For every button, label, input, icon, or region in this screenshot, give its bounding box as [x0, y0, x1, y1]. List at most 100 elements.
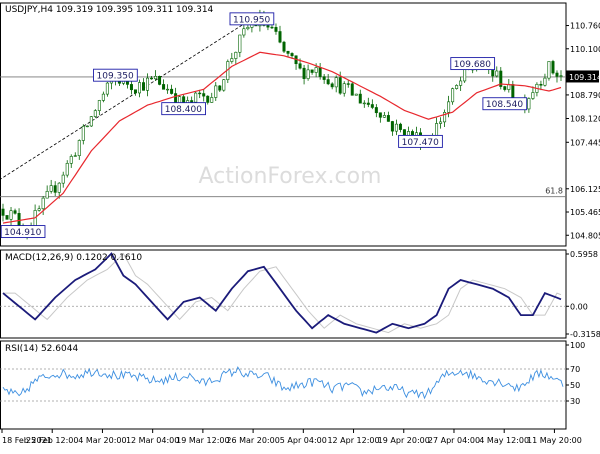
candle-body — [69, 156, 73, 164]
candle-body — [527, 98, 531, 110]
candle-body — [326, 79, 330, 85]
candle-body — [97, 100, 101, 111]
candle-body — [190, 100, 194, 103]
candle-body — [137, 82, 141, 94]
candle-body — [142, 82, 146, 91]
candle-body — [133, 89, 137, 94]
candle-body — [443, 112, 447, 123]
candle-body — [459, 80, 463, 86]
rsi-title: RSI(14) 52.6044 — [5, 344, 78, 354]
candle-body — [214, 85, 218, 98]
candle-body — [9, 210, 13, 220]
price-annotation-label: 108.540 — [486, 100, 523, 110]
candle-body — [282, 41, 286, 52]
candle-body — [246, 27, 250, 30]
price-tick-label: 104.805 — [570, 231, 600, 240]
x-tick-label: 4 May 12:00 — [479, 436, 529, 445]
candle-body — [162, 84, 166, 90]
candle-body — [358, 93, 362, 104]
candle-body — [286, 50, 290, 54]
price-annotation-box — [161, 102, 206, 116]
candle-body — [129, 84, 133, 91]
candle-body — [218, 85, 222, 91]
candle-body — [101, 93, 105, 101]
trend-line — [0, 18, 253, 180]
candle-body — [318, 67, 322, 77]
price-annotation-box — [398, 134, 443, 148]
macd-signal-line — [3, 252, 562, 334]
price-annotation-label: 109.680 — [454, 60, 491, 70]
candle-body — [13, 210, 17, 214]
candle-body — [1, 208, 5, 216]
x-tick-label: 12 Apr 12:00 — [327, 436, 379, 445]
fib-label: 61.8 — [545, 187, 563, 196]
price-tick-label: 107.445 — [570, 138, 600, 147]
macd-title: MACD(12,26,9) 0.1202 0.1610 — [5, 253, 142, 263]
x-tick-label: 18 Feb 2021 — [2, 436, 52, 445]
candle-body — [314, 67, 318, 73]
candle-body — [398, 123, 402, 130]
x-tick-label: 19 Mar 12:00 — [176, 436, 229, 445]
candle-body — [242, 28, 246, 36]
candle-body — [85, 125, 89, 128]
candle-body — [266, 25, 270, 28]
price-tick-label: 105.465 — [570, 208, 600, 217]
price-tick-label: 106.125 — [570, 185, 600, 194]
candle-body — [362, 102, 366, 105]
price-tick-label: 108.120 — [570, 115, 600, 124]
candle-body — [73, 155, 77, 157]
macd-line — [2, 252, 562, 334]
candle-body — [334, 77, 338, 88]
rsi-tick-label: 100 — [570, 341, 585, 350]
candle-body — [447, 101, 451, 113]
price-tick-label: 110.760 — [570, 22, 600, 31]
candle-body — [338, 77, 342, 94]
candle-body — [49, 185, 53, 192]
price-annotation-box — [0, 225, 46, 239]
candle-body — [57, 182, 61, 193]
price-annotation-box — [450, 57, 496, 71]
candle-body — [298, 63, 302, 69]
candle-body — [342, 83, 346, 94]
candle-body — [531, 92, 535, 99]
candle-body — [81, 125, 85, 141]
candle-body — [302, 67, 306, 79]
candle-body — [210, 97, 214, 103]
candle-body — [77, 140, 81, 156]
watermark: ActionForex.com — [199, 164, 382, 189]
rsi-line — [2, 366, 564, 400]
rsi-tick-label: 70 — [570, 365, 580, 374]
candle-body — [65, 163, 69, 176]
candle-body — [202, 93, 206, 97]
candle-body — [499, 70, 503, 87]
candle-body — [366, 102, 370, 105]
macd-tick-label: 0.5958 — [570, 250, 598, 259]
candle-body — [378, 112, 382, 118]
candle-body — [330, 83, 334, 88]
candle-body — [45, 191, 49, 199]
macd-tick-label: 0.00 — [570, 302, 588, 311]
symbol-title: USDJPY,H4 109.319 109.395 109.311 109.31… — [5, 5, 214, 15]
candle-body — [270, 26, 274, 29]
price-annotation-label: 110.950 — [233, 15, 270, 25]
candle-body — [390, 121, 394, 132]
candle-body — [346, 83, 350, 85]
candle-body — [306, 69, 310, 79]
candle-body — [222, 79, 226, 91]
price-annotation-label: 109.350 — [97, 72, 134, 82]
rsi-tick-label: 30 — [570, 397, 580, 406]
price-frame — [0, 2, 567, 247]
candle-body — [394, 123, 398, 132]
candle-body — [198, 92, 202, 95]
candle-body — [322, 76, 326, 80]
price-annotation-box — [482, 97, 528, 111]
candle-body — [154, 75, 158, 80]
candle-body — [278, 31, 282, 43]
candle-body — [451, 88, 455, 103]
current-price-marker — [566, 70, 599, 83]
macd-tick-label: -0.3158 — [570, 330, 600, 339]
candle-body — [350, 83, 354, 96]
